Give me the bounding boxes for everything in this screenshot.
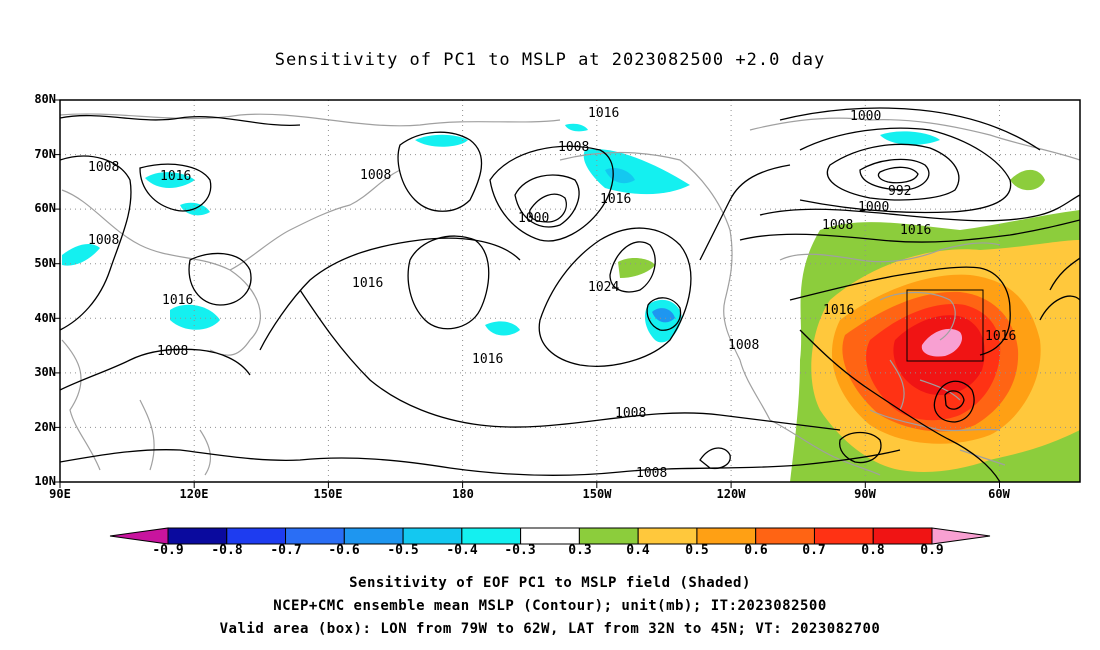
contour-label: 1016 xyxy=(472,352,503,367)
colorbar-label: -0.8 xyxy=(211,543,243,558)
footer-line-2: NCEP+CMC ensemble mean MSLP (Contour); u… xyxy=(273,598,827,614)
shade-cyan-7 xyxy=(62,244,100,266)
lon-label: 60W xyxy=(988,487,1010,501)
colorbar-cell xyxy=(696,527,757,545)
contour-label: 1016 xyxy=(160,169,191,184)
shade-blue-1 xyxy=(652,308,675,323)
colorbar-label: -0.4 xyxy=(446,543,478,558)
lon-label: 150E xyxy=(313,487,343,501)
lat-label: 70N xyxy=(34,147,56,161)
colorbar-cell xyxy=(226,527,287,545)
footer-line-1: Sensitivity of EOF PC1 to MSLP field (Sh… xyxy=(349,575,751,591)
contour-label: 1016 xyxy=(823,303,854,318)
contour-label: 1000 xyxy=(850,109,881,124)
lon-label: 90E xyxy=(49,487,71,501)
colorbar-cell xyxy=(343,527,404,545)
shade-cyan-8 xyxy=(170,304,220,330)
colorbar-cell xyxy=(167,527,228,545)
contour-label: 1008 xyxy=(615,406,646,421)
lat-label: 50N xyxy=(34,256,56,270)
colorbar-label: 0.8 xyxy=(861,543,885,558)
lat-label: 20N xyxy=(34,420,56,434)
coastlines xyxy=(60,113,1080,476)
shade-pink xyxy=(921,328,963,357)
contour-label: 1016 xyxy=(600,192,631,207)
colorbar-label: -0.9 xyxy=(152,543,184,558)
contour-label: 1008 xyxy=(822,218,853,233)
colorbar-label: 0.9 xyxy=(920,543,944,558)
lon-label: 90W xyxy=(854,487,876,501)
graticule xyxy=(60,100,1080,482)
colorbar-cell xyxy=(402,527,463,545)
contour-label: 1016 xyxy=(162,293,193,308)
contour-label: 1008 xyxy=(157,344,188,359)
shade-cyan-5 xyxy=(145,172,195,188)
contour-label: 1016 xyxy=(352,276,383,291)
shade-cyan-11 xyxy=(565,123,588,132)
colorbar-cell xyxy=(813,527,874,545)
colorbar-cell xyxy=(520,527,580,545)
colorbar-label: -0.5 xyxy=(387,543,419,558)
colorbar-label: 0.5 xyxy=(685,543,709,558)
colorbar-cells xyxy=(167,527,933,545)
contour-label: 1008 xyxy=(558,140,589,155)
shade-green-alaska xyxy=(618,258,655,278)
contour-label: 992 xyxy=(888,184,911,199)
lat-label: 10N xyxy=(34,474,56,488)
footer-line-3: Valid area (box): LON from 79W to 62W, L… xyxy=(219,621,881,637)
lat-label: 60N xyxy=(34,201,56,215)
contour-label: 1016 xyxy=(985,329,1016,344)
colorbar-label: -0.6 xyxy=(328,543,360,558)
shade-green-north xyxy=(1010,169,1045,191)
map-frame xyxy=(59,99,1081,483)
lon-label: 180 xyxy=(452,487,474,501)
contour-label: 1008 xyxy=(636,466,667,481)
contour-labels: 1016 1000 1008 1008 1016 1008 992 1000 1… xyxy=(88,106,1016,481)
lon-label: 120W xyxy=(716,487,746,501)
colorbar-cell xyxy=(637,527,698,545)
colorbar-cell xyxy=(872,527,933,545)
valid-area-box xyxy=(906,289,984,362)
contour-label: 1000 xyxy=(518,211,549,226)
lon-label: 120E xyxy=(179,487,209,501)
contour-label: 1008 xyxy=(360,168,391,183)
contour-label: 1008 xyxy=(88,233,119,248)
colorbar-label: 0.4 xyxy=(626,543,650,558)
colorbar-cell xyxy=(578,527,639,545)
chart-title: Sensitivity of PC1 to MSLP at 2023082500… xyxy=(274,50,826,70)
colorbar-high-tip xyxy=(931,527,991,545)
shade-cyan-9 xyxy=(485,321,520,336)
shade-cyan-3 xyxy=(605,168,635,184)
contour-label: 1000 xyxy=(858,200,889,215)
contour-label: 1016 xyxy=(588,106,619,121)
colorbar-low-tip xyxy=(109,527,169,545)
lat-label: 30N xyxy=(34,365,56,379)
colorbar-cell xyxy=(285,527,345,545)
mslp-contours xyxy=(60,107,1080,482)
contour-label: 1024 xyxy=(588,280,619,295)
colorbar-label: 0.7 xyxy=(802,543,826,558)
shade-cyan-4 xyxy=(880,131,940,145)
colorbar-cell xyxy=(461,527,522,545)
colorbar-cell xyxy=(755,527,815,545)
colorbar-label: 0.3 xyxy=(568,543,592,558)
colorbar-label: 0.6 xyxy=(744,543,768,558)
lon-label: 150W xyxy=(582,487,612,501)
shade-cyan-1 xyxy=(415,134,468,147)
contour-label: 1008 xyxy=(728,338,759,353)
colorbar-label: -0.7 xyxy=(270,543,302,558)
colorbar-label: -0.3 xyxy=(504,543,536,558)
axis-ticks xyxy=(54,99,1000,488)
lat-label: 80N xyxy=(34,92,56,106)
contour-label: 1008 xyxy=(88,160,119,175)
lat-label: 40N xyxy=(34,311,56,325)
contour-label: 1016 xyxy=(900,223,931,238)
